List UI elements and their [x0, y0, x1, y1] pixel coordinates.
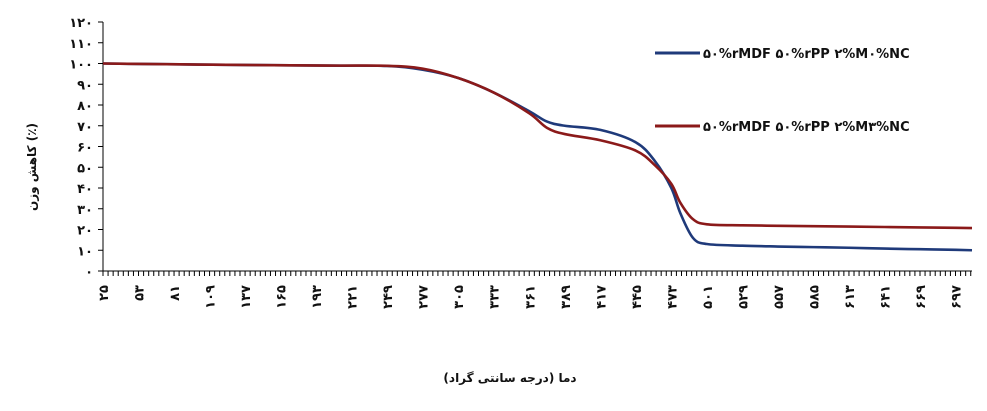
y-tick-label: ۲۰ [77, 224, 93, 239]
series-line-2 [102, 62, 973, 230]
y-tick-label: ۶۰ [77, 141, 93, 156]
series-line-1 [102, 62, 973, 252]
legend: ۵۰%rMDF ۵۰%rPP ۲%M۰%NC ۵۰%rMDF ۵۰%rPP ۲%… [655, 47, 910, 135]
series-lines [102, 62, 973, 252]
x-tick-label: ۵۲۹ [736, 285, 751, 309]
x-axis-label: دما (درجه سانتی گراد) [443, 371, 576, 385]
y-tick-label: ۱۰۰ [69, 58, 93, 73]
y-tick-label: ۰ [85, 265, 93, 280]
y-tick-label: ۹۰ [77, 78, 93, 93]
x-tick-label: ۳۶۱ [523, 285, 538, 309]
x-tick-label: ۵۸۵ [807, 285, 822, 309]
x-tick-label: ۶۱۳ [843, 285, 858, 309]
y-axis-label: کاهش وزن (٪) [25, 123, 40, 211]
x-tick-label: ۲۲۱ [346, 285, 361, 309]
x-tick-label: ۲۷۷ [417, 285, 432, 309]
x-tick-label: ۳۳۳ [488, 285, 503, 309]
y-tick-label: ۱۱۰ [69, 37, 93, 52]
y-tick-label: ۵۰ [77, 161, 93, 176]
x-tick-label: ۵۵۷ [772, 285, 787, 309]
x-tick-label: ۶۶۹ [914, 285, 929, 309]
x-tick-label: ۲۵ [97, 285, 112, 301]
y-tick-label: ۸۰ [77, 99, 93, 114]
legend-label-series-1: ۵۰%rMDF ۵۰%rPP ۲%M۰%NC [703, 47, 910, 62]
x-tick-label: ۸۱ [168, 285, 183, 301]
x-tick-label: ۶۹۷ [950, 285, 965, 309]
x-tick-label: ۴۷۳ [665, 285, 680, 309]
x-tick-label: ۲۴۹ [381, 285, 396, 309]
x-tick-label: ۱۹۳ [310, 285, 325, 309]
x-tick-label: ۳۰۵ [452, 285, 467, 309]
y-tick-label: ۱۲۰ [69, 16, 93, 31]
x-tick-label: ۵۰۱ [701, 285, 716, 309]
x-tick-label: ۳۸۹ [559, 285, 574, 309]
x-axis: ۲۵ ۵۳ ۸۱ ۱۰۹ ۱۳۷ ۱۶۵ ۱۹۳ ۲۲۱ ۲۴۹ ۲۷۷ ۳۰۵ ۳۳۳ ۳۶۱ ۳۸۹ ۴… [97, 270, 972, 309]
x-tick-label: ۱۰۹ [204, 285, 219, 309]
x-tick-label: ۱۳۷ [239, 285, 254, 309]
x-tick-label: ۶۴۱ [878, 285, 893, 309]
y-tick-label: ۷۰ [77, 120, 93, 135]
x-tick-label: ۵۳ [133, 285, 148, 301]
x-tick-label: ۴۴۵ [630, 285, 645, 309]
y-tick-label: ۴۰ [77, 182, 93, 197]
x-tick-label: ۴۱۷ [594, 285, 609, 309]
y-tick-label: ۱۰ [77, 244, 93, 259]
y-axis: ۰ ۱۰ ۲۰ ۳۰ ۴۰ ۵۰ ۶۰ ۷۰ ۸۰ ۹۰ ۱۰۰ ۱۱۰ ۱۲۰ [69, 16, 104, 280]
x-tick-label: ۱۶۵ [275, 285, 290, 309]
legend-label-series-2: ۵۰%rMDF ۵۰%rPP ۲%M۳%NC [703, 120, 910, 135]
y-tick-label: ۳۰ [77, 203, 93, 218]
